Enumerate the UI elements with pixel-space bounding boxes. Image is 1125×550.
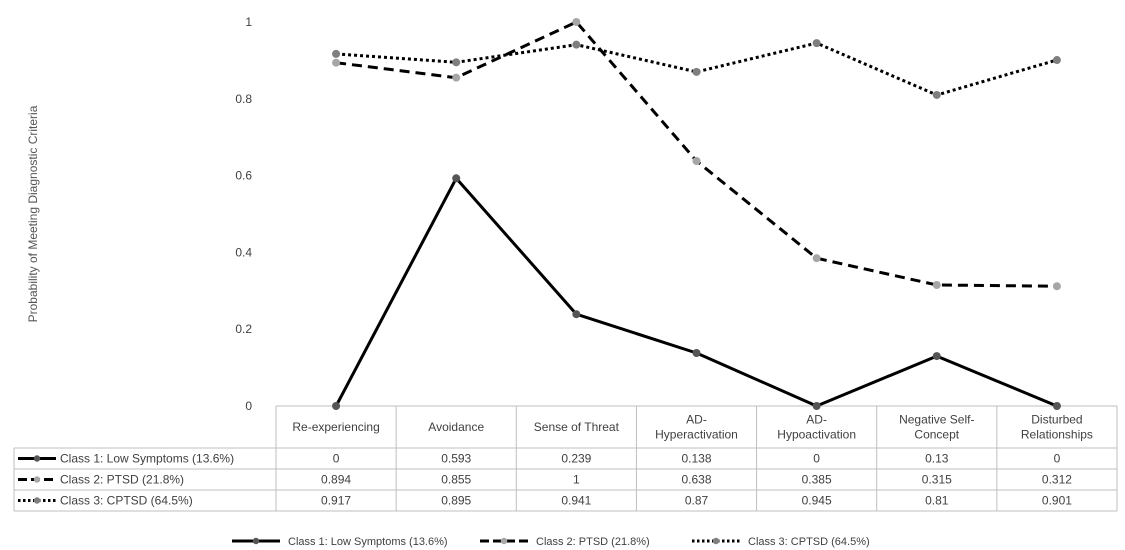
table-cell-value: 0.87 bbox=[685, 494, 709, 508]
legend-key-marker bbox=[712, 537, 720, 545]
table-series-name: Class 1: Low Symptoms (13.6%) bbox=[60, 452, 234, 466]
x-category-label: Re-experiencing bbox=[292, 420, 379, 434]
data-point bbox=[1052, 282, 1061, 291]
legend-label: Class 2: PTSD (21.8%) bbox=[536, 536, 650, 548]
table-key-marker bbox=[33, 455, 41, 462]
y-tick-label: 1 bbox=[245, 15, 252, 29]
x-category-label: Concept bbox=[914, 428, 959, 442]
y-tick-label: 0.4 bbox=[235, 245, 252, 259]
x-category-label: Hypoactivation bbox=[777, 428, 856, 442]
x-category-label: AD- bbox=[806, 413, 827, 427]
series-line bbox=[334, 176, 1058, 408]
y-tick-label: 0.6 bbox=[235, 169, 252, 183]
data-point bbox=[572, 18, 581, 26]
table-series-name: Class 3: CPTSD (64.5%) bbox=[60, 494, 193, 508]
table-series-name: Class 2: PTSD (21.8%) bbox=[60, 473, 184, 487]
table-cell-value: 0.239 bbox=[561, 452, 591, 466]
table-cell-value: 0.385 bbox=[802, 473, 832, 487]
data-point bbox=[572, 310, 581, 319]
table-cell-value: 0.13 bbox=[925, 452, 949, 466]
legend-key-marker bbox=[252, 537, 260, 545]
x-category-label: Hyperactivation bbox=[655, 428, 738, 442]
table-cell-value: 0.941 bbox=[561, 494, 591, 508]
y-axis-ticks: 0 0.2 0.4 0.6 0.8 1 bbox=[235, 15, 252, 413]
x-category-label: Avoidance bbox=[428, 420, 484, 434]
table-cell-value: 0.901 bbox=[1042, 494, 1072, 508]
legend-key-marker bbox=[500, 537, 508, 545]
x-category-label: Sense of Threat bbox=[534, 420, 620, 434]
table-cell-value: 0.945 bbox=[802, 494, 832, 508]
table-cell-value: 0.81 bbox=[925, 494, 949, 508]
data-point bbox=[1052, 56, 1061, 65]
table-key-marker bbox=[33, 476, 41, 483]
y-tick-label: 0 bbox=[245, 399, 252, 413]
table-cell-value: 0.917 bbox=[321, 494, 351, 508]
table-cell-value: 0.638 bbox=[681, 473, 711, 487]
y-tick-label: 0.8 bbox=[235, 92, 252, 106]
table-cell-value: 0.593 bbox=[441, 452, 471, 466]
data-point bbox=[692, 67, 701, 76]
data-point bbox=[932, 90, 941, 99]
data-point bbox=[692, 157, 701, 166]
table-cell-value: 0.894 bbox=[321, 473, 351, 487]
legend-label: Class 1: Low Symptoms (13.6%) bbox=[288, 536, 448, 548]
x-category-label: AD- bbox=[686, 413, 707, 427]
x-category-label: Disturbed bbox=[1031, 413, 1082, 427]
data-point bbox=[932, 281, 941, 290]
data-point bbox=[692, 349, 701, 358]
legend-label: Class 3: CPTSD (64.5%) bbox=[748, 536, 870, 548]
table-cell-value: 0.138 bbox=[681, 452, 711, 466]
table-cell-value: 0.895 bbox=[441, 494, 471, 508]
data-point bbox=[452, 58, 461, 67]
x-category-label: Relationships bbox=[1021, 428, 1093, 442]
table-cell-value: 0.855 bbox=[441, 473, 471, 487]
series-lines bbox=[332, 18, 1061, 410]
data-point bbox=[572, 40, 581, 49]
table-cell-value: 0.315 bbox=[922, 473, 952, 487]
table-cell-value: 0 bbox=[813, 452, 820, 466]
data-point bbox=[452, 73, 461, 82]
data-point bbox=[812, 39, 821, 48]
table-cell-value: 0.312 bbox=[1042, 473, 1072, 487]
data-point bbox=[812, 402, 821, 410]
table-key-marker bbox=[33, 497, 41, 504]
data-point bbox=[452, 174, 461, 183]
y-axis-title-group: Probability of Meeting Diagnostic Criter… bbox=[26, 105, 40, 322]
table-cell-value: 0 bbox=[333, 452, 340, 466]
data-point bbox=[812, 254, 821, 263]
y-tick-label: 0.2 bbox=[235, 322, 252, 336]
data-table: Re-experiencing Avoidance Sense of Threat A… bbox=[13, 405, 1118, 512]
table-cell-value: 0 bbox=[1054, 452, 1061, 466]
data-point bbox=[332, 49, 341, 58]
data-point bbox=[932, 352, 941, 361]
legend: Class 1: Low Symptoms (13.6%) Class 2: PT… bbox=[232, 536, 870, 548]
x-category-label: Negative Self- bbox=[899, 413, 974, 427]
table-cell-value: 1 bbox=[573, 473, 580, 487]
data-point bbox=[332, 402, 341, 410]
data-point bbox=[332, 58, 341, 67]
data-point bbox=[1052, 402, 1061, 410]
y-axis-title: Probability of Meeting Diagnostic Criter… bbox=[26, 105, 40, 322]
